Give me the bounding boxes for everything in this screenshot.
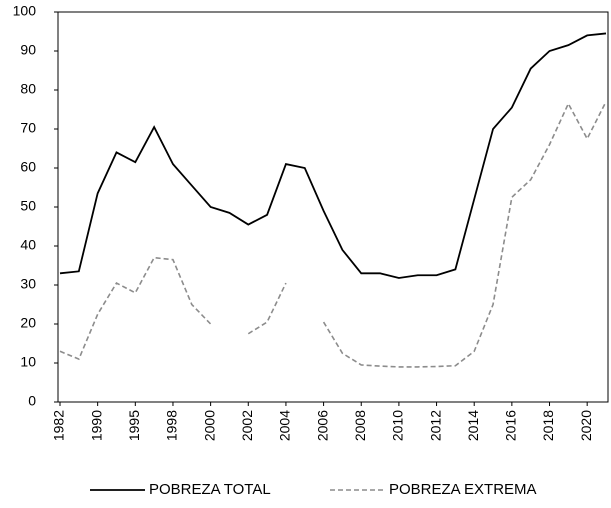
y-tick-label: 10 bbox=[20, 354, 36, 370]
legend-label: POBREZA TOTAL bbox=[149, 481, 271, 498]
x-tick-label: 2004 bbox=[277, 410, 293, 441]
x-tick-label: 2000 bbox=[201, 410, 217, 441]
legend-label: POBREZA EXTREMA bbox=[389, 481, 537, 498]
y-tick-label: 60 bbox=[20, 159, 36, 175]
x-tick-label: 2008 bbox=[352, 410, 368, 441]
x-tick-label: 1998 bbox=[164, 410, 180, 441]
x-tick-label: 2014 bbox=[465, 410, 481, 441]
plot-frame bbox=[57, 11, 609, 403]
x-tick-label: 2016 bbox=[503, 410, 519, 441]
x-tick-label: 1982 bbox=[51, 410, 67, 441]
y-tick-label: 40 bbox=[20, 237, 36, 253]
y-tick-label: 80 bbox=[20, 81, 36, 97]
x-tick-label: 2002 bbox=[239, 410, 255, 441]
x-tick-label: 1995 bbox=[126, 410, 142, 441]
x-tick-label: 2006 bbox=[314, 410, 330, 441]
x-tick-label: 2018 bbox=[540, 410, 556, 441]
y-tick-label: 70 bbox=[20, 120, 36, 136]
x-tick-label: 2020 bbox=[578, 410, 594, 441]
y-tick-label: 0 bbox=[28, 393, 36, 409]
y-tick-label: 100 bbox=[13, 3, 37, 19]
series-line bbox=[59, 101, 607, 368]
y-tick-label: 20 bbox=[20, 315, 36, 331]
series-line bbox=[59, 32, 607, 279]
y-tick-label: 30 bbox=[20, 276, 36, 292]
y-tick-label: 50 bbox=[20, 198, 36, 214]
x-tick-label: 2012 bbox=[427, 410, 443, 441]
x-tick-label: 1990 bbox=[88, 410, 104, 441]
x-tick-label: 2010 bbox=[390, 410, 406, 441]
y-tick-label: 90 bbox=[20, 42, 36, 58]
